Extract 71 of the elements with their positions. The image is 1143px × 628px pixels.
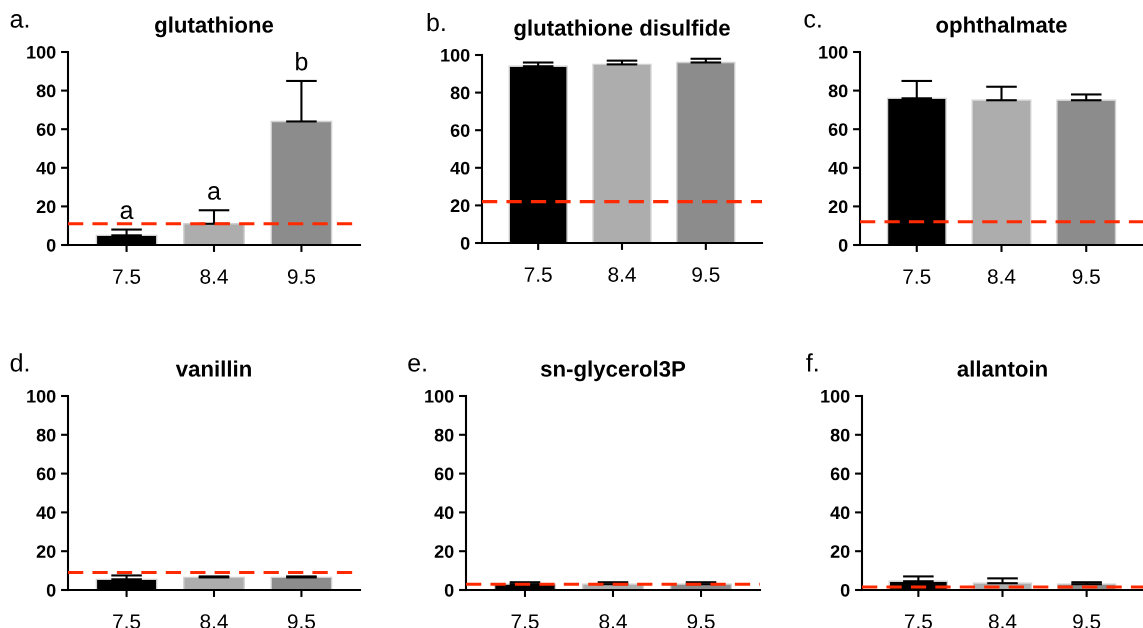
- x-tick-label: 8.4: [200, 269, 228, 284]
- y-tick-label: 60: [830, 467, 850, 481]
- y-tick-label: 20: [36, 200, 56, 214]
- y-tick-label: 100: [27, 389, 56, 403]
- y-tick-label: 40: [36, 161, 56, 175]
- y-tick-label: 60: [36, 123, 56, 136]
- annotation: a: [208, 186, 221, 200]
- x-tick-label: 7.5: [113, 614, 141, 628]
- x-tick-label: 7.5: [904, 614, 932, 628]
- x-tick-label: 8.4: [987, 269, 1016, 284]
- y-tick-label: 80: [450, 86, 470, 100]
- y-tick-label: 80: [36, 428, 56, 442]
- x-tick-label: 8.4: [988, 614, 1017, 628]
- x-tick-label: 7.5: [524, 267, 552, 282]
- y-tick-label: 0: [838, 238, 848, 252]
- x-tick-label: 9.5: [692, 267, 720, 282]
- y-tick-label: 40: [36, 506, 56, 520]
- x-tick-label: 7.5: [511, 614, 539, 628]
- bar: [270, 120, 333, 245]
- x-tick-label: 9.5: [287, 269, 316, 284]
- y-tick-label: 20: [450, 199, 470, 213]
- y-tick-label: 0: [444, 583, 454, 597]
- y-tick-label: 80: [830, 428, 850, 442]
- y-tick-label: 100: [819, 45, 848, 59]
- y-tick-label: 0: [840, 583, 850, 597]
- y-tick-label: 60: [36, 467, 56, 481]
- text: b.: [427, 12, 445, 32]
- y-tick-label: 100: [27, 45, 56, 59]
- y-tick-label: 0: [46, 238, 56, 252]
- text: d.: [10, 353, 29, 372]
- y-tick-label: 100: [821, 389, 850, 403]
- y-tick-label: 40: [830, 506, 850, 520]
- text: a.: [10, 14, 29, 28]
- annotation: b: [296, 52, 308, 71]
- y-tick-label: 60: [434, 467, 454, 481]
- chart-title: glutathione disulfide: [514, 19, 730, 41]
- x-tick-label: 9.5: [687, 614, 715, 628]
- text: e.: [408, 357, 426, 372]
- x-tick-label: 9.5: [1073, 614, 1101, 628]
- chart-title: glutathione: [155, 16, 274, 38]
- bar: [183, 223, 245, 245]
- x-tick-label: 8.4: [608, 267, 636, 282]
- y-tick-label: 80: [36, 84, 56, 98]
- y-tick-label: 100: [425, 389, 454, 403]
- x-tick-label: 9.5: [1072, 269, 1100, 284]
- y-tick-label: 60: [450, 124, 470, 137]
- y-tick-label: 0: [46, 583, 56, 597]
- y-tick-label: 60: [828, 123, 848, 136]
- chart-title: ophthalmate: [936, 16, 1067, 38]
- y-tick-label: 80: [828, 84, 848, 98]
- x-tick-label: 9.5: [287, 614, 316, 628]
- x-tick-label: 7.5: [113, 269, 141, 284]
- y-tick-label: 20: [830, 545, 850, 558]
- text: c.: [804, 14, 821, 28]
- x-tick-label: 7.5: [903, 269, 931, 284]
- chart-title: vanillin: [175, 360, 251, 377]
- chart-title: allantoin: [957, 360, 1047, 377]
- y-tick-label: 40: [450, 161, 470, 175]
- chart-title: sn-glycerol3P: [540, 360, 686, 382]
- y-tick-label: 80: [434, 428, 454, 442]
- y-tick-label: 20: [828, 200, 848, 214]
- y-tick-label: 20: [36, 545, 56, 558]
- annotation: a: [120, 205, 134, 220]
- x-tick-label: 8.4: [599, 614, 627, 628]
- text: f.: [806, 353, 818, 372]
- y-tick-label: 100: [441, 48, 470, 62]
- y-tick-label: 40: [828, 161, 848, 175]
- y-tick-label: 20: [434, 545, 454, 558]
- y-tick-label: 40: [434, 506, 454, 520]
- y-tick-label: 0: [460, 236, 470, 250]
- x-tick-label: 8.4: [200, 614, 228, 628]
